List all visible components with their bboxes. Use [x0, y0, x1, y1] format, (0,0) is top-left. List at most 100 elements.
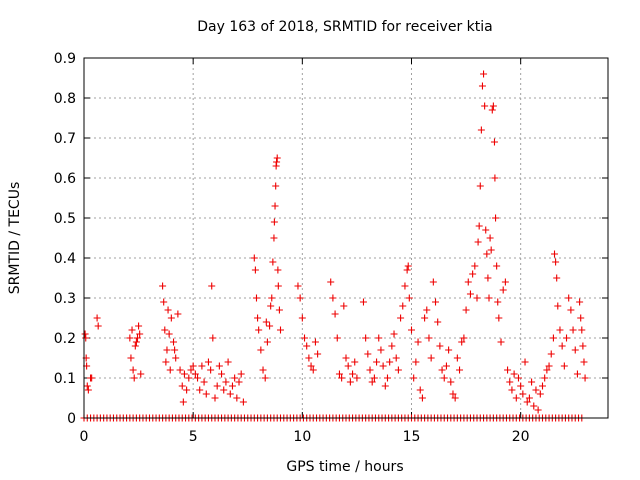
data-point [483, 250, 491, 258]
data-point [333, 334, 341, 342]
data-point [132, 338, 140, 346]
data-point [335, 370, 343, 378]
data-point [82, 334, 90, 342]
data-point [126, 334, 134, 342]
data-point [528, 378, 536, 386]
data-point [185, 374, 193, 382]
data-point [508, 386, 516, 394]
data-point [499, 286, 507, 294]
data-point [475, 222, 483, 230]
data-point [351, 358, 359, 366]
data-point [208, 282, 216, 290]
y-tick-label: 0.5 [54, 211, 76, 227]
x-tick-label: 5 [189, 429, 198, 445]
data-point [171, 346, 179, 354]
data-point [543, 366, 551, 374]
data-point [512, 394, 520, 402]
data-point [445, 346, 453, 354]
y-tick-label: 0.9 [54, 51, 76, 67]
data-point [135, 322, 143, 330]
data-point [366, 366, 374, 374]
x-tick-label: 10 [293, 429, 311, 445]
data-point [495, 314, 503, 322]
data-point [272, 182, 280, 190]
data-point [497, 338, 505, 346]
data-point [481, 102, 489, 110]
data-point [491, 174, 499, 182]
data-point [261, 374, 269, 382]
data-point [487, 246, 495, 254]
data-point [187, 366, 195, 374]
y-tick-label: 0.4 [54, 251, 76, 267]
data-point [456, 366, 464, 374]
data-point [346, 378, 354, 386]
data-point [534, 406, 542, 414]
data-point [233, 394, 241, 402]
data-point [220, 386, 228, 394]
x-tick-label: 0 [80, 429, 89, 445]
data-point [353, 374, 361, 382]
data-point [133, 334, 141, 342]
data-point [576, 298, 584, 306]
data-point [174, 310, 182, 318]
data-point [235, 378, 243, 386]
data-point [273, 158, 281, 166]
data-point [530, 402, 538, 410]
data-point [342, 354, 350, 362]
data-point [189, 362, 197, 370]
data-point [578, 326, 586, 334]
data-point [273, 154, 281, 162]
data-point [379, 362, 387, 370]
data-point [577, 314, 585, 322]
data-point [553, 274, 561, 282]
data-point [163, 346, 171, 354]
data-point [429, 278, 437, 286]
data-point [519, 390, 527, 398]
data-point [275, 306, 283, 314]
data-point [94, 322, 102, 330]
data-point [179, 398, 187, 406]
data-point [172, 354, 180, 362]
data-point [137, 370, 145, 378]
data-point [202, 390, 210, 398]
data-point [303, 342, 311, 350]
data-point [338, 374, 346, 382]
data-point [514, 374, 522, 382]
data-point [442, 362, 450, 370]
data-point [159, 282, 167, 290]
y-tick-label: 0.1 [54, 371, 76, 387]
data-point [311, 338, 319, 346]
grid-lines [84, 58, 608, 418]
data-point [237, 370, 245, 378]
data-point [228, 382, 236, 390]
data-point [569, 326, 577, 334]
data-point [525, 394, 533, 402]
data-point [486, 234, 494, 242]
data-point [298, 314, 306, 322]
data-point [466, 290, 474, 298]
data-point [412, 358, 420, 366]
data-point [453, 354, 461, 362]
data-point [388, 342, 396, 350]
data-point [386, 358, 394, 366]
data-point [405, 294, 413, 302]
data-point [375, 334, 383, 342]
data-point [476, 182, 484, 190]
data-point [196, 386, 204, 394]
data-point [549, 334, 557, 342]
data-point [397, 314, 405, 322]
data-point [209, 334, 217, 342]
data-point [359, 298, 367, 306]
data-point [309, 366, 317, 374]
data-point [556, 326, 564, 334]
data-point [464, 278, 472, 286]
data-point [551, 250, 559, 258]
data-point [373, 358, 381, 366]
data-point [266, 322, 274, 330]
data-point [226, 390, 234, 398]
data-point [473, 294, 481, 302]
data-point [204, 358, 212, 366]
data-point [447, 378, 455, 386]
